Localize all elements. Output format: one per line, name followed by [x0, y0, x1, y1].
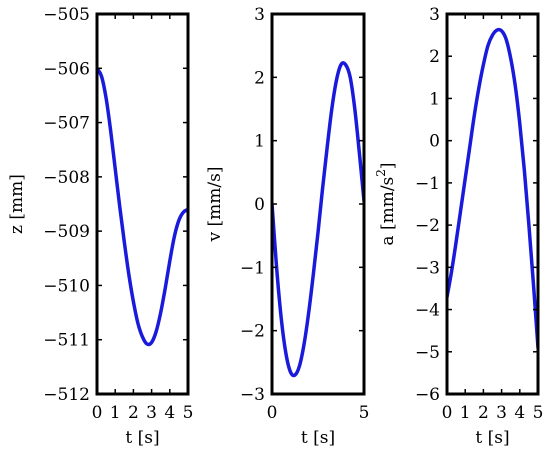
panel-3-ylabel-sup: 2 — [374, 169, 388, 177]
panel-3-ylabel-text: a [mm/s — [378, 177, 398, 246]
panel-1-ytick-label: −505 — [43, 5, 90, 25]
panel-3-ytick-label: 2 — [429, 47, 440, 67]
panel-2-ytick-label: 3 — [254, 5, 265, 25]
panel-1-xtick-label: 0 — [92, 403, 103, 423]
panel-2-series-1-line — [272, 61, 364, 378]
panel-1-xlabel: t [s] — [125, 428, 159, 448]
panel-1-ytick-label: −510 — [43, 276, 90, 296]
panel-1-ytick-label: −512 — [43, 385, 90, 405]
panel-2-xtick-label: 0 — [267, 403, 278, 423]
panel-1-ylabel-text: z [mm] — [7, 174, 27, 234]
panel-3-ylabel-end: ] — [378, 162, 398, 169]
panel-3-xtick-label: 5 — [533, 403, 544, 423]
panel-3-xtick-label: 2 — [478, 403, 489, 423]
panel-2-ytick-label: −1 — [240, 258, 265, 278]
panel-3-xlabel: t [s] — [475, 428, 509, 448]
panel-3-ytick-label: −1 — [415, 174, 440, 194]
panel-1-ytick-label: −506 — [43, 59, 90, 79]
panel-2-ytick-label: 0 — [254, 195, 265, 215]
panel-3-frame — [445, 12, 540, 396]
panel-1-ytick-label: −511 — [43, 331, 90, 351]
panel-2-ylabel: v [mm/s] — [205, 167, 225, 243]
panel-3-ytick-label: −3 — [415, 258, 440, 278]
panel-1-ytick-label: −508 — [43, 168, 90, 188]
panel-1-xtick-label: 3 — [146, 403, 157, 423]
panel-3-xtick-label: 0 — [442, 403, 453, 423]
panel-2-ytick-label: 2 — [254, 68, 265, 88]
panel-1-xtick-label: 2 — [128, 403, 139, 423]
panel-3-xtick-label: 1 — [460, 403, 471, 423]
panel-2-xtick-label: 5 — [359, 403, 370, 423]
panel-1-xtick-label: 4 — [164, 403, 175, 423]
panel-3-ytick-label: 3 — [429, 5, 440, 25]
panel-1-ylabel: z [mm] — [7, 174, 27, 234]
panel-3-ytick-label: −6 — [415, 385, 440, 405]
panel-3-ytick-label: 0 — [429, 132, 440, 152]
panel-1-xtick-label: 5 — [183, 403, 194, 423]
panel-2-ylabel-text: v [mm/s] — [205, 167, 225, 243]
panel-2-ytick-label: −3 — [240, 385, 265, 405]
panel-2-xlabel: t [s] — [301, 428, 335, 448]
panel-3-ytick-label: −2 — [415, 216, 440, 236]
panel-1-ytick-label: −509 — [43, 222, 90, 242]
panel-3-xtick-label: 4 — [514, 403, 525, 423]
panel-3-ylabel: a [mm/s2] — [374, 162, 398, 245]
panel-1-series-1-line — [97, 66, 188, 347]
panel-2-ytick-label: −2 — [240, 322, 265, 342]
panel-3-xtick-label: 3 — [496, 403, 507, 423]
panel-2-ytick-label: 1 — [254, 132, 265, 152]
panel-3-ytick-label: 1 — [429, 89, 440, 109]
panel-3-ytick-label: −5 — [415, 343, 440, 363]
panel-1-frame — [95, 12, 190, 396]
panel-3-series-1-line — [447, 27, 538, 350]
panel-3-ytick-label: −4 — [415, 301, 440, 321]
panel-1-xtick-label: 1 — [110, 403, 121, 423]
panel-1-ytick-label: −507 — [43, 114, 90, 134]
